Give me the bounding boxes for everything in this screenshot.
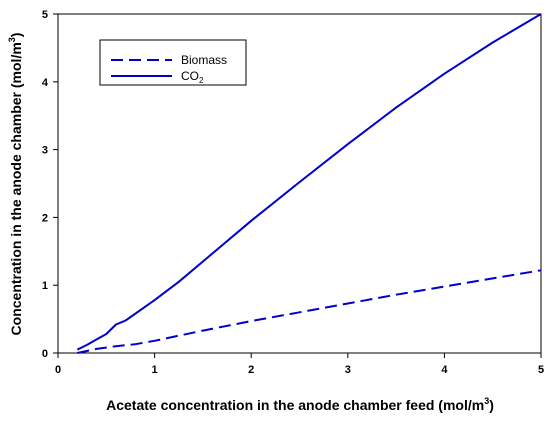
- x-tick-label: 2: [248, 364, 254, 376]
- x-axis-title: Acetate concentration in the anode chamb…: [106, 396, 494, 413]
- y-tick-label: 2: [42, 212, 48, 224]
- x-tick-label: 5: [538, 364, 544, 376]
- series-line-co2: [76, 13, 542, 351]
- legend-biomass-label: Biomass: [181, 53, 227, 67]
- series-line-biomass: [77, 269, 542, 354]
- x-axis-title-end: ): [489, 397, 494, 413]
- x-tick-label: 3: [345, 364, 351, 376]
- y-tick-label: 5: [42, 9, 48, 21]
- y-tick-label: 4: [42, 77, 49, 89]
- legend-co2-subscript: 2: [199, 76, 204, 85]
- x-axis-title-superscript: 3: [484, 396, 489, 406]
- legend-box: [99, 39, 247, 86]
- y-axis-title-end: ): [8, 33, 24, 38]
- x-tick-label: 4: [441, 364, 448, 376]
- y-axis-title-superscript: 3: [7, 37, 17, 42]
- plot-area: [57, 13, 542, 354]
- y-tick-label: 1: [42, 280, 48, 292]
- legend-co2-label: CO2: [181, 69, 204, 85]
- x-tick-label: 0: [55, 364, 61, 376]
- x-tick-label: 1: [152, 364, 158, 376]
- y-axis-title: Concentration in the anode chamber (mol/…: [7, 33, 24, 336]
- y-tick-label: 3: [42, 145, 48, 157]
- y-tick-label: 0: [42, 348, 48, 360]
- legend: Biomass CO2: [99, 39, 247, 86]
